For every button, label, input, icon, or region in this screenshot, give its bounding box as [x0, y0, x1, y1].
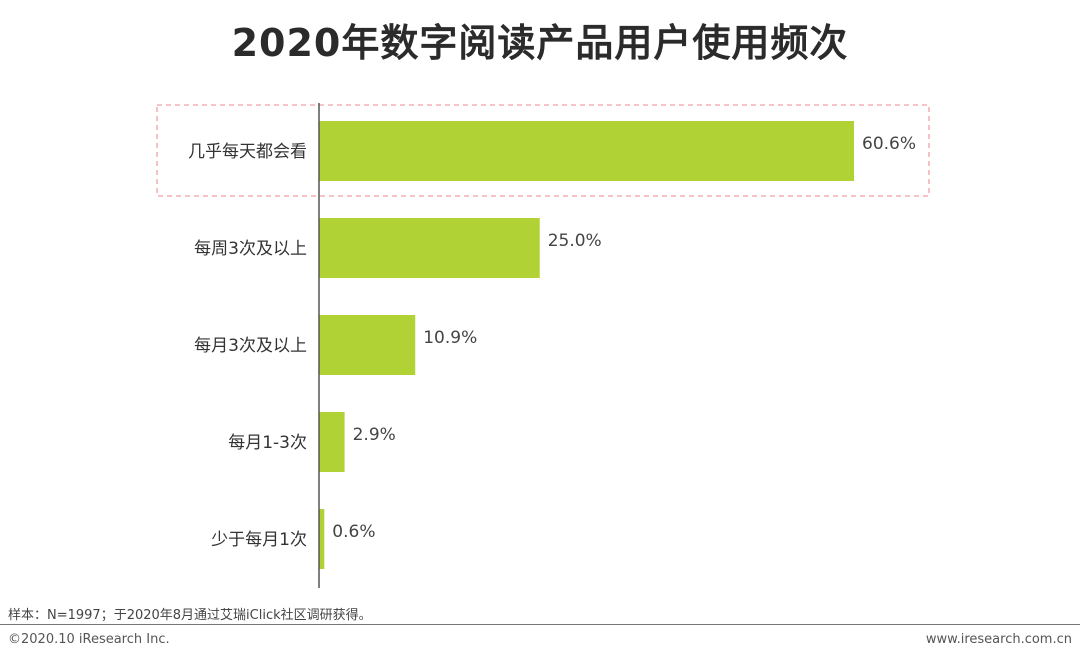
category-label: 少于每月1次 [211, 530, 307, 550]
sample-note: 样本：N=1997；于2020年8月通过艾瑞iClick社区调研获得。 [8, 608, 372, 623]
copyright-text: ©2020.10 iResearch Inc. [8, 632, 170, 647]
category-label: 每周3次及以上 [194, 239, 307, 259]
chart-title: 2020年数字阅读产品用户使用频次 [231, 21, 849, 65]
category-label: 每月1-3次 [228, 433, 307, 453]
bar [319, 121, 854, 181]
bar [319, 218, 540, 278]
website-link[interactable]: www.iresearch.com.cn [925, 632, 1072, 647]
bar [319, 412, 345, 472]
bar [319, 315, 416, 375]
bar [319, 509, 325, 569]
data-label: 60.6% [862, 134, 916, 154]
bar-chart: 几乎每天都会看 60.6% 每周3次及以上 25.0% 每月3次及以上 10.9% 每月1-… [156, 103, 930, 588]
category-label: 每月3次及以上 [194, 336, 307, 356]
data-label: 25.0% [548, 231, 602, 251]
data-label: 10.9% [423, 328, 477, 348]
data-label: 2.9% [353, 425, 396, 445]
footer-divider [0, 624, 1080, 625]
data-label: 0.6% [332, 522, 375, 542]
category-label: 几乎每天都会看 [188, 142, 307, 162]
